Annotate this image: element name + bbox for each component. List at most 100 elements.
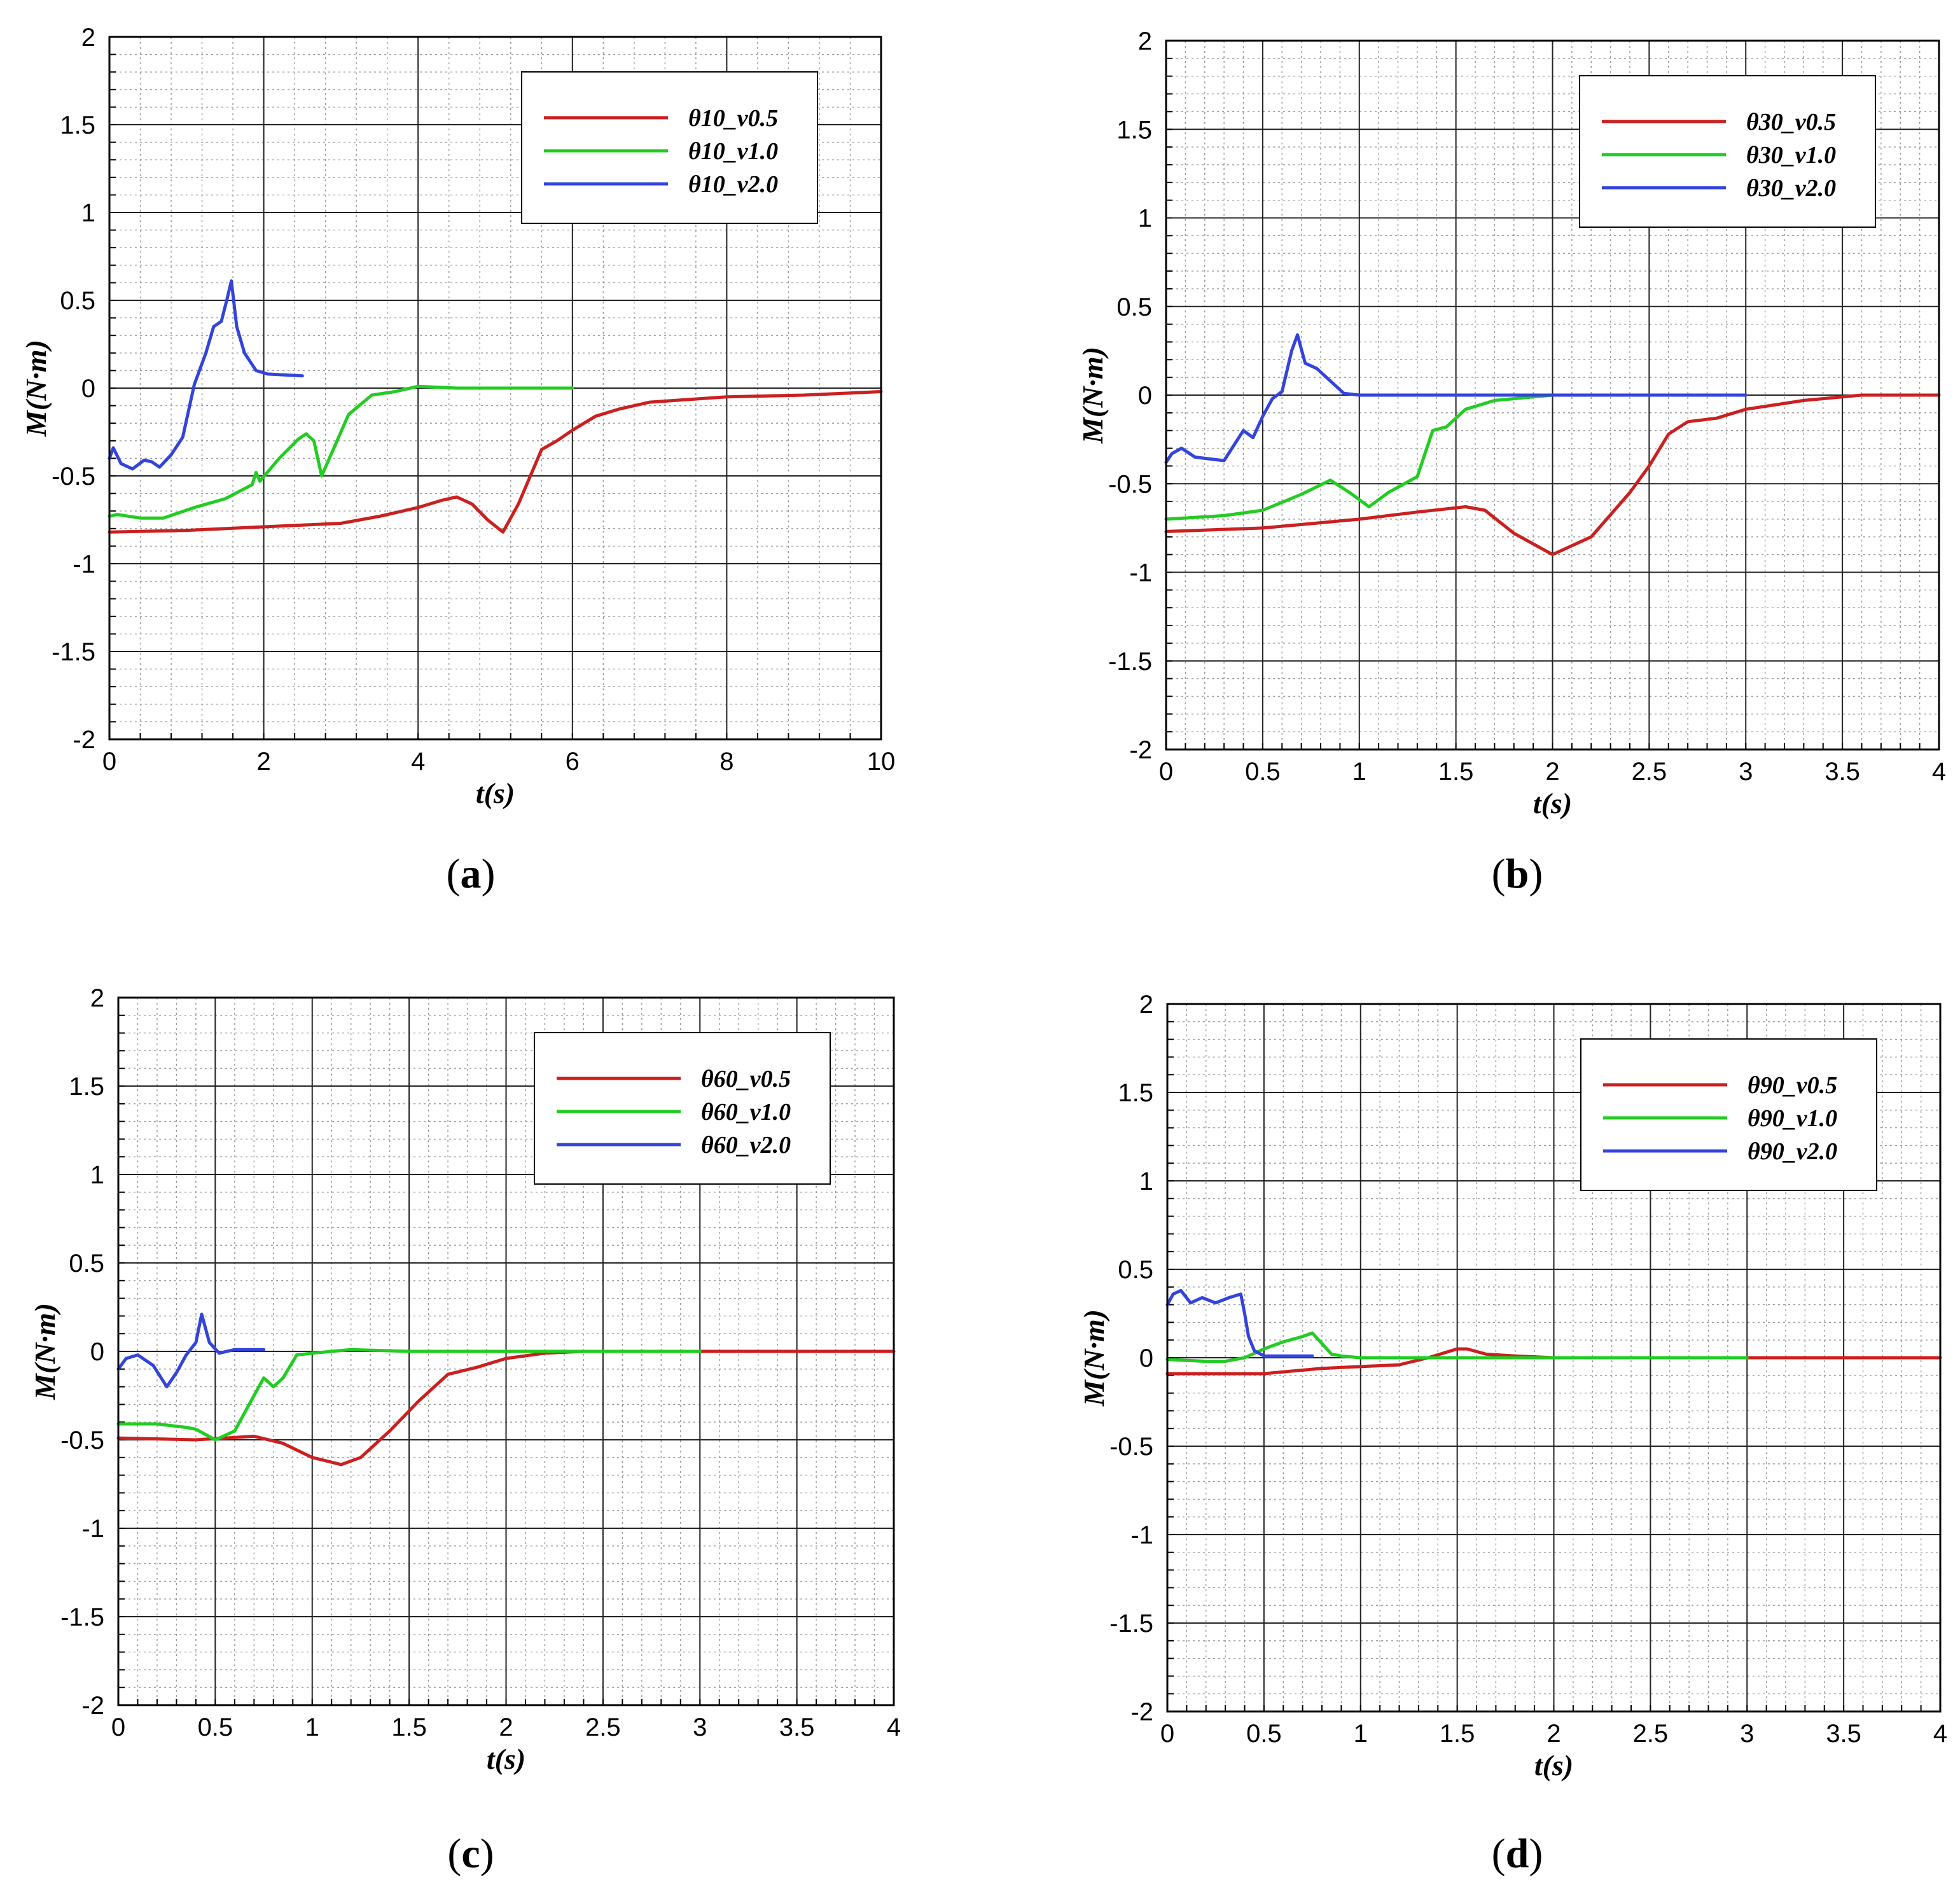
x-tick-label: 8 (719, 748, 733, 776)
y-tick-label: -2 (81, 1692, 104, 1720)
legend-label: θ90_v0.5 (1748, 1072, 1837, 1099)
legend-label: θ30_v0.5 (1746, 109, 1836, 136)
plot-frame (1165, 39, 1940, 751)
legend-label: θ60_v0.5 (701, 1066, 791, 1092)
x-tick-label: 3 (1739, 758, 1753, 786)
y-tick-label: 2 (1139, 991, 1153, 1019)
x-tick-label: 0.5 (1246, 1720, 1282, 1748)
panel-caption: (b) (1492, 851, 1543, 897)
y-tick-label: 1.5 (69, 1073, 104, 1101)
y-tick-label: 0.5 (69, 1250, 104, 1278)
y-tick-label: 1.5 (1116, 116, 1152, 144)
legend-label: θ30_v1.0 (1746, 142, 1836, 169)
legend-label: θ10_v2.0 (688, 171, 778, 198)
x-tick-label: 2 (1546, 1720, 1560, 1748)
series-line-2 (116, 1348, 702, 1442)
x-tick-label: 1 (1354, 1720, 1368, 1748)
y-tick-label: 0.5 (60, 287, 95, 315)
chart-panel-a: 0 2 4 6 8 10 -2 -1.5 -1 -0.5 0 0.5 1 1.5 2 t(s) M(N·m) θ1… (20, 24, 895, 897)
x-tick-label: 1 (305, 1713, 319, 1741)
y-tick-label: -1.5 (60, 1603, 104, 1631)
x-tick-label: 0.5 (198, 1713, 233, 1741)
x-tick-label: 2 (499, 1713, 513, 1741)
x-tick-label: 3 (693, 1713, 707, 1741)
x-axis-title: t(s) (1534, 1749, 1573, 1781)
series-line-2 (108, 384, 574, 520)
legend: θ10_v0.5 θ10_v1.0 θ10_v2.0 (521, 71, 818, 224)
x-tick-label: 4 (1932, 758, 1946, 786)
y-tick-label: 1 (1139, 1168, 1153, 1195)
y-tick-label: -0.5 (60, 1426, 104, 1454)
y-tick-label: 0 (1138, 382, 1152, 410)
y-tick-label: -1.5 (1108, 648, 1152, 676)
chart-panel-d: 0 0.5 1 1.5 2 2.5 3 3.5 4-2-1.5-1-0.500.511.52t(… (1078, 991, 1947, 1877)
y-tick-label: 0 (81, 375, 95, 403)
y-tick-label: -2 (1129, 736, 1152, 764)
x-tick-label: 4 (1933, 1720, 1947, 1748)
panel-caption: (c) (447, 1830, 494, 1877)
x-tick-label: 0 (102, 748, 116, 776)
x-tick-label: 1.5 (1438, 758, 1474, 786)
y-tick-label: 1 (90, 1161, 104, 1189)
y-axis-title: M(N·m) (1078, 1309, 1110, 1407)
x-tick-label: 3.5 (1826, 1720, 1861, 1748)
series-line-3 (116, 1313, 266, 1389)
x-tick-label: 4 (887, 1713, 901, 1741)
x-tick-label: 2.5 (585, 1713, 621, 1741)
x-tick-label: 0.5 (1245, 758, 1281, 786)
y-tick-label: 2 (81, 24, 95, 52)
legend-box (1580, 1038, 1877, 1191)
x-tick-label: 4 (411, 748, 425, 776)
y-tick-label: -0.5 (52, 463, 95, 491)
y-tick-label: -1.5 (1109, 1610, 1153, 1638)
legend: θ90_v0.5 θ90_v1.0 θ90_v2.0 (1580, 1038, 1877, 1191)
legend-label: θ30_v2.0 (1746, 175, 1836, 202)
y-axis-title: M(N·m) (20, 340, 52, 437)
major-grid (109, 37, 881, 739)
y-tick-label: -0.5 (1108, 470, 1152, 498)
series-line-2 (1165, 1331, 1749, 1363)
legend-label: θ90_v2.0 (1748, 1138, 1837, 1165)
panel-caption: (d) (1492, 1830, 1543, 1877)
y-axis-title: M(N·m) (29, 1303, 61, 1400)
legend: θ30_v0.5 θ30_v1.0 θ30_v2.0 (1579, 75, 1876, 228)
plot-frame (108, 36, 882, 741)
y-tick-label: 1 (1138, 205, 1152, 233)
y-tick-label: -0.5 (1109, 1433, 1153, 1461)
series-line-1 (1164, 393, 1941, 557)
x-tick-label: 6 (566, 748, 580, 776)
x-tick-label: 1 (1352, 758, 1366, 786)
x-tick-label: 2.5 (1632, 758, 1667, 786)
plot-frame (1166, 1003, 1942, 1713)
y-tick-label: -1.5 (52, 638, 95, 666)
x-tick-label: 2 (256, 748, 270, 776)
series-line-3 (1164, 333, 1748, 464)
x-tick-label: 3.5 (779, 1713, 815, 1741)
x-tick-label: 1.5 (1440, 1720, 1475, 1748)
x-tick-label: 2.5 (1633, 1720, 1669, 1748)
y-tick-label: -1 (1130, 1521, 1153, 1549)
x-tick-label: 3 (1740, 1720, 1754, 1748)
legend-box (1579, 75, 1876, 228)
x-tick-label: 0 (1160, 1720, 1174, 1748)
series-line-2 (1164, 393, 1748, 521)
series-line-1 (108, 390, 883, 534)
legend-box (521, 71, 818, 224)
legend-box (534, 1032, 831, 1185)
y-tick-label: 1.5 (60, 111, 95, 139)
y-tick-label: 0 (1139, 1344, 1153, 1372)
x-axis-title: t(s) (1533, 787, 1572, 819)
legend: θ60_v0.5 θ60_v1.0 θ60_v2.0 (534, 1032, 831, 1185)
x-tick-label: 1.5 (391, 1713, 427, 1741)
legend-label: θ60_v2.0 (701, 1132, 791, 1159)
y-axis-title: M(N·m) (1076, 347, 1109, 444)
chart-panel-c: 0 0.5 1 1.5 2 2.5 3 3.5 4-2-1.5-1-0.500.511.52t(… (29, 984, 901, 1877)
y-tick-label: -1 (1129, 559, 1152, 587)
legend-label: θ60_v1.0 (701, 1099, 791, 1126)
y-tick-label: -1 (81, 1515, 104, 1543)
x-axis-title: t(s) (476, 777, 515, 809)
series-line-3 (1165, 1288, 1314, 1358)
x-tick-label: 0 (111, 1713, 125, 1741)
y-tick-label: 2 (90, 984, 104, 1012)
